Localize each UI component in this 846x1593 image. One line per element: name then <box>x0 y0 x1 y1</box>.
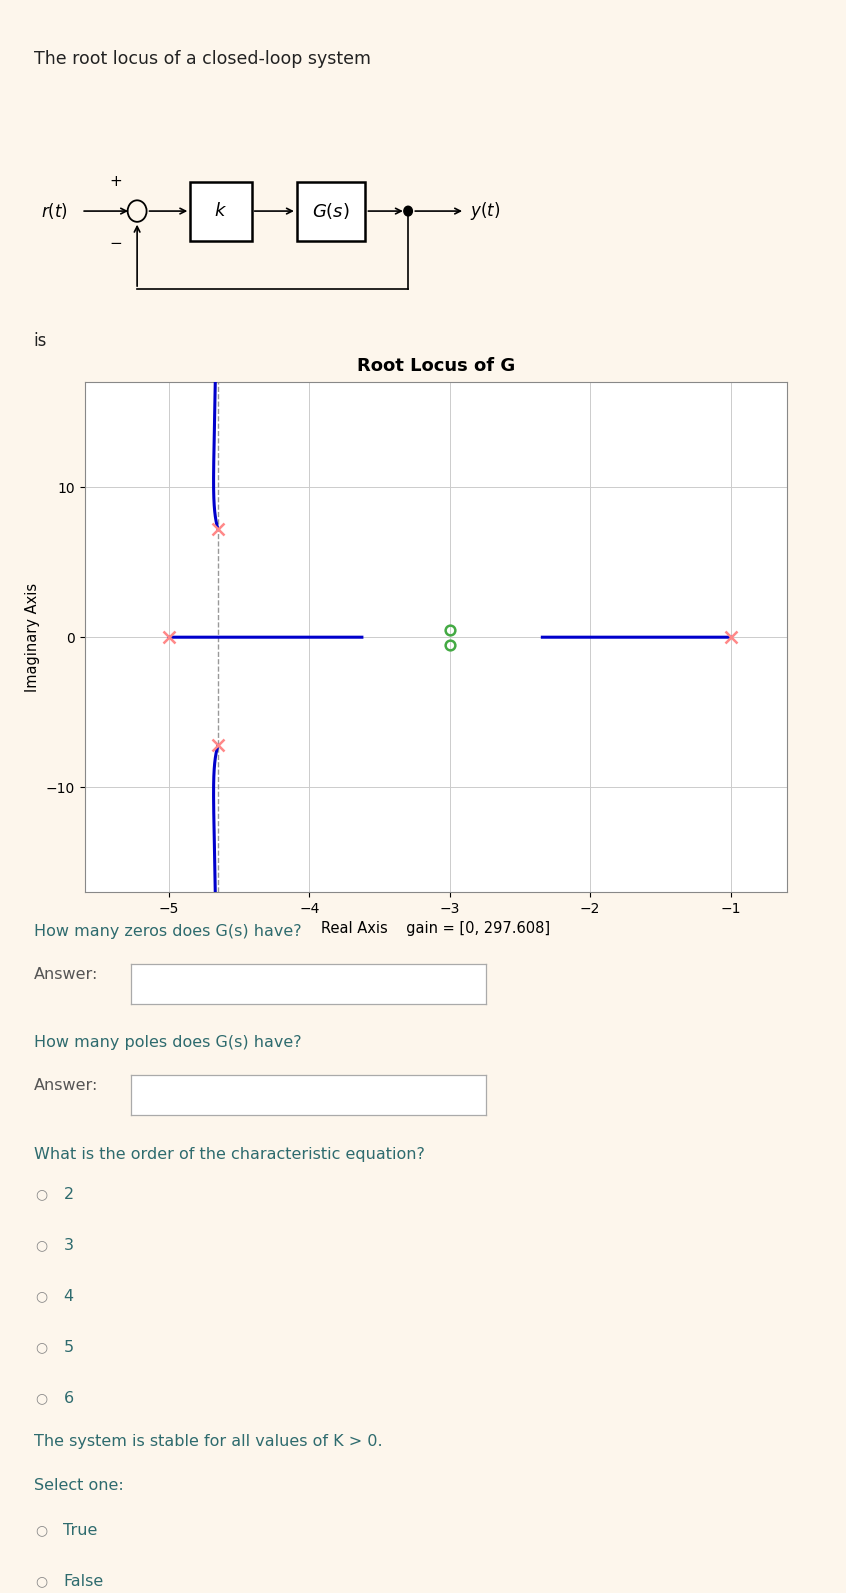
Text: The root locus of a closed-loop system: The root locus of a closed-loop system <box>34 49 371 68</box>
Text: is: is <box>34 331 47 350</box>
FancyBboxPatch shape <box>297 182 365 241</box>
Text: ○: ○ <box>36 1340 47 1354</box>
Text: Select one:: Select one: <box>34 1478 124 1493</box>
Text: ○: ○ <box>36 1523 47 1537</box>
Text: 6: 6 <box>63 1391 74 1405</box>
Text: $G(s)$: $G(s)$ <box>312 201 350 221</box>
FancyBboxPatch shape <box>190 182 252 241</box>
Text: ○: ○ <box>36 1391 47 1405</box>
Text: False: False <box>63 1574 104 1588</box>
Text: 5: 5 <box>63 1340 74 1354</box>
Text: $y(t)$: $y(t)$ <box>470 201 500 221</box>
Text: Answer:: Answer: <box>34 1078 98 1093</box>
Text: How many poles does G(s) have?: How many poles does G(s) have? <box>34 1035 301 1050</box>
Text: ○: ○ <box>36 1289 47 1303</box>
Text: How many zeros does G(s) have?: How many zeros does G(s) have? <box>34 924 301 938</box>
Text: What is the order of the characteristic equation?: What is the order of the characteristic … <box>34 1147 425 1161</box>
Y-axis label: Imaginary Axis: Imaginary Axis <box>25 583 40 691</box>
Text: 2: 2 <box>63 1187 74 1201</box>
Text: −: − <box>109 236 122 250</box>
Text: $r(t)$: $r(t)$ <box>41 201 68 221</box>
Text: Answer:: Answer: <box>34 967 98 981</box>
Text: 4: 4 <box>63 1289 74 1303</box>
Text: The system is stable for all values of K > 0.: The system is stable for all values of K… <box>34 1434 382 1448</box>
Text: $k$: $k$ <box>215 202 228 220</box>
Text: 3: 3 <box>63 1238 74 1252</box>
Text: ○: ○ <box>36 1187 47 1201</box>
Text: True: True <box>63 1523 98 1537</box>
Circle shape <box>404 205 412 217</box>
Text: +: + <box>109 174 122 190</box>
X-axis label: Real Axis    gain = [0, 297.608]: Real Axis gain = [0, 297.608] <box>321 921 550 937</box>
Text: ○: ○ <box>36 1238 47 1252</box>
Title: Root Locus of G: Root Locus of G <box>356 357 515 376</box>
Text: ○: ○ <box>36 1574 47 1588</box>
